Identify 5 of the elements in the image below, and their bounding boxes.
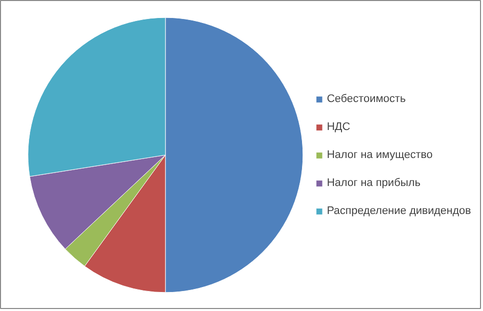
legend-label: Себестоимость <box>326 92 406 104</box>
legend-label: НДС <box>326 120 350 132</box>
legend-label: Налог на прибыль <box>326 176 420 188</box>
legend-label: Налог на имущество <box>326 148 433 160</box>
legend-label: Распределение дивидендов <box>326 204 471 216</box>
